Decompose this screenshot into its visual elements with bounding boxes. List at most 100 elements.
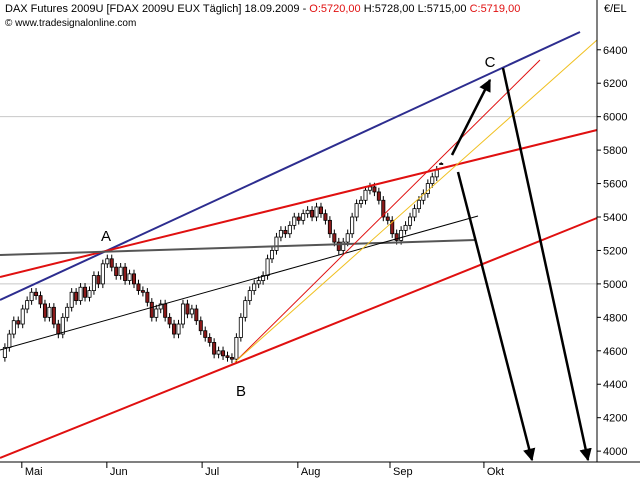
candle-body: [439, 163, 444, 165]
candle-body: [132, 273, 137, 285]
candle-body: [105, 258, 110, 265]
candle-body: [172, 323, 177, 335]
candle-body: [345, 233, 350, 243]
candle-body: [296, 216, 301, 221]
annotation: B: [236, 383, 246, 400]
candle-body: [229, 357, 234, 360]
candle-body: [145, 291, 150, 303]
candle-body: [301, 213, 306, 221]
candle-body: [149, 301, 154, 318]
candle-body: [394, 233, 399, 241]
candle-body: [29, 291, 34, 302]
candle-body: [243, 300, 248, 318]
candle-body: [274, 236, 279, 251]
x-tick-label: Aug: [301, 466, 321, 478]
y-tick-label: 5200: [603, 245, 627, 257]
candle-body: [207, 337, 212, 343]
candle-body: [65, 306, 70, 318]
candle-body: [114, 266, 119, 276]
copyright: © www.tradesignalonline.com: [5, 18, 136, 29]
candle-body: [96, 275, 101, 285]
y-tick-label: 4800: [603, 312, 627, 324]
candle-body: [318, 206, 323, 215]
close: C:5719,00: [470, 3, 521, 15]
candle-body: [336, 241, 341, 251]
candle-body: [78, 286, 83, 302]
candle-body: [2, 347, 7, 358]
y-tick-label: 5600: [603, 179, 627, 191]
candle-body: [332, 233, 337, 243]
candle-body: [11, 320, 16, 335]
candle-body: [87, 290, 92, 298]
trend-line: [0, 31, 581, 301]
candle-body: [56, 323, 61, 335]
candle-body: [136, 283, 141, 291]
low: L:5715,00: [418, 3, 467, 15]
candle-body: [83, 286, 88, 298]
candle-body: [314, 206, 319, 218]
y-tick-label: 4000: [603, 446, 627, 458]
candle-body: [163, 303, 168, 318]
x-tick-label: Jul: [205, 466, 219, 478]
candle-body: [198, 320, 203, 332]
candle-body: [390, 219, 395, 235]
candle-body: [74, 291, 79, 302]
trend-line: [234, 59, 541, 363]
candle-body: [376, 191, 381, 201]
candle-body: [372, 186, 377, 193]
x-tick-label: Sep: [393, 466, 413, 478]
candle-body: [247, 290, 252, 302]
candle-body: [310, 209, 315, 218]
candle-body: [158, 303, 163, 310]
candle-body: [91, 275, 96, 291]
candle-body: [305, 209, 310, 215]
candle-body: [350, 216, 355, 235]
candle-body: [176, 323, 181, 335]
trend-line: [0, 217, 598, 459]
y-tick-label: 4400: [603, 379, 627, 391]
y-tick-label: 4200: [603, 413, 627, 425]
annotation: A: [101, 228, 111, 245]
candle-body: [42, 303, 47, 318]
candle-body: [225, 355, 230, 358]
candle-body: [221, 350, 226, 357]
candle-body: [252, 283, 257, 291]
y-tick-label: 6000: [603, 112, 627, 124]
arrow: [501, 67, 592, 462]
candle-body: [51, 306, 56, 325]
x-tick-label: Okt: [487, 466, 504, 478]
x-tick-label: Jun: [110, 466, 128, 478]
candle-body: [140, 290, 145, 293]
candle-body: [421, 193, 426, 201]
candle-body: [292, 216, 297, 226]
candle-body: [238, 316, 243, 338]
y-tick-label: 5000: [603, 279, 627, 291]
candle-body: [234, 337, 239, 360]
candle-body: [118, 266, 123, 276]
candle-body: [154, 308, 159, 318]
candle-body: [403, 224, 408, 231]
candle-body: [265, 258, 270, 276]
candle-body: [25, 300, 30, 310]
candle-body: [278, 229, 283, 238]
trend-lines: [0, 31, 598, 462]
candle-body: [38, 295, 43, 305]
arrow: [456, 171, 536, 462]
candle-body: [203, 330, 208, 338]
trend-line: [0, 239, 476, 256]
candle-body: [47, 306, 52, 318]
y-tick-label: 5400: [603, 212, 627, 224]
candle-body: [270, 250, 275, 260]
candle-body: [20, 308, 25, 325]
candle-body: [216, 350, 221, 355]
arrow: [450, 78, 492, 156]
candle-body: [416, 199, 421, 210]
unit-label: €/EL: [604, 3, 627, 15]
candle-body: [323, 213, 328, 221]
candle-body: [434, 169, 439, 178]
candle-body: [16, 320, 21, 325]
candle-body: [69, 291, 74, 308]
trend-line: [234, 39, 598, 363]
y-tick-label: 5800: [603, 145, 627, 157]
